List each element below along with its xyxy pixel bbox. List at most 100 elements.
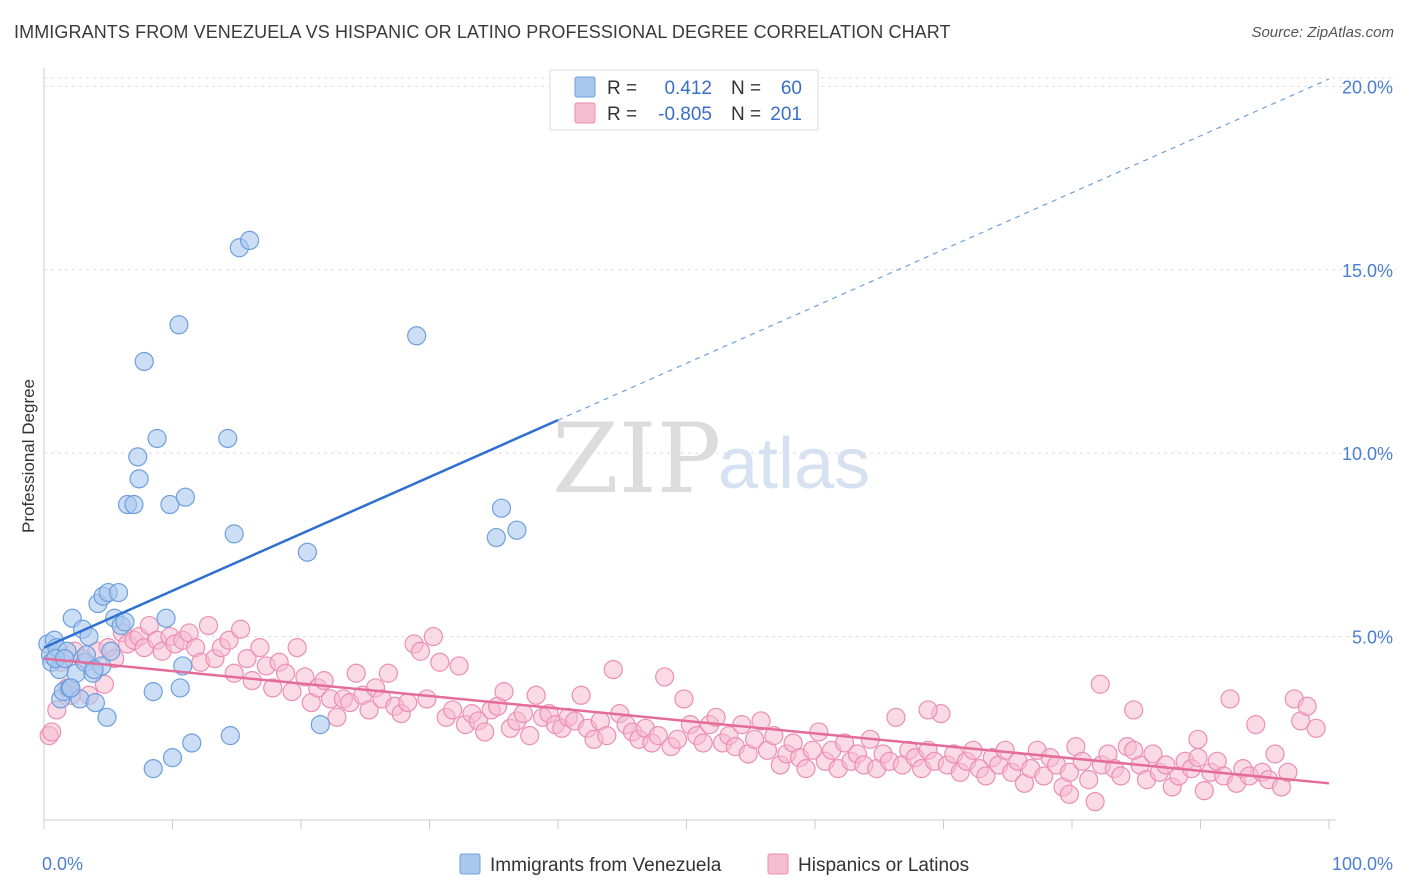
pink-point <box>802 740 823 760</box>
bottom-legend-blue-label: Immigrants from Venezuela <box>490 855 722 876</box>
y-axis-label: Professional Degree <box>19 379 38 533</box>
pink-point <box>655 667 675 687</box>
pink-point <box>1220 689 1240 709</box>
y-tick-label: 15.0% <box>1342 261 1393 281</box>
pink-point <box>359 700 379 720</box>
pink-point <box>1111 766 1131 786</box>
blue-point <box>143 759 163 779</box>
pink-point <box>834 733 855 753</box>
y-tick-label: 10.0% <box>1342 444 1393 464</box>
pink-point <box>282 682 302 702</box>
pink-point <box>224 663 244 683</box>
pink-point <box>1306 718 1326 738</box>
blue-trend-line <box>43 419 559 649</box>
y-tick-labels: 5.0% 10.0% 15.0% 20.0% <box>1342 77 1393 647</box>
pink-point <box>231 619 251 639</box>
y-tick-label: 5.0% <box>1352 628 1393 648</box>
blue-point <box>169 315 189 335</box>
blue-point <box>101 641 121 661</box>
pink-point <box>667 729 688 749</box>
pink-point <box>513 704 533 724</box>
pink-point <box>237 648 257 669</box>
pink-point <box>1085 792 1105 812</box>
pink-point <box>603 659 623 680</box>
pink-point <box>571 685 591 705</box>
pink-point <box>1194 781 1214 801</box>
pink-point <box>250 637 270 658</box>
pink-point <box>796 759 816 779</box>
chart-title: IMMIGRANTS FROM VENEZUELA VS HISPANIC OR… <box>14 22 951 42</box>
blue-point <box>143 682 163 702</box>
gridlines <box>44 77 1396 638</box>
pink-point <box>1072 751 1092 771</box>
pink-point <box>443 700 463 720</box>
pink-point <box>410 641 431 661</box>
pink-point <box>693 733 713 753</box>
trend-lines <box>43 78 1330 785</box>
pink-point <box>198 615 219 636</box>
legend-pink-r-label: R = <box>607 104 637 125</box>
pink-point <box>526 685 546 705</box>
blue-point <box>129 469 149 489</box>
pink-point <box>475 722 495 742</box>
bottom-legend-pink-label: Hispanics or Latinos <box>798 855 969 876</box>
watermark-atlas: atlas <box>718 424 870 504</box>
pink-point <box>423 626 443 647</box>
pink-point <box>1090 674 1110 694</box>
pink-point <box>449 656 469 676</box>
pink-point <box>42 722 62 742</box>
pink-series-points <box>39 615 1326 812</box>
blue-point <box>160 494 180 515</box>
blue-point <box>156 608 176 628</box>
legend-swatch-pink <box>574 102 596 124</box>
pink-point <box>1297 696 1317 716</box>
blue-point <box>240 230 260 251</box>
pink-point <box>976 766 996 786</box>
legend-blue-n-label: N = <box>731 78 761 99</box>
pink-point <box>706 707 726 727</box>
legend-blue-r-label: R = <box>607 78 637 99</box>
blue-point <box>224 524 244 544</box>
pink-point <box>1188 748 1208 768</box>
bottom-legend-swatch-pink <box>767 853 789 875</box>
pink-point <box>1059 784 1080 804</box>
blue-point <box>310 715 330 735</box>
blue-point <box>175 487 195 507</box>
pink-point <box>94 674 114 694</box>
pink-point <box>1124 740 1144 760</box>
pink-point <box>520 726 540 746</box>
x-tick-label-end: 100.0% <box>1332 854 1393 874</box>
pink-point <box>417 689 437 709</box>
bottom-legend: Immigrants from Venezuela Hispanics or L… <box>459 853 969 876</box>
pink-point <box>1079 770 1099 790</box>
pink-point <box>346 663 366 683</box>
pink-point <box>886 707 906 727</box>
blue-point <box>147 428 167 449</box>
pink-point <box>918 700 938 720</box>
blue-point <box>507 520 527 540</box>
bottom-legend-swatch-blue <box>459 853 481 875</box>
blue-point <box>162 748 183 768</box>
blue-point <box>218 428 238 449</box>
pink-trend-line <box>43 657 1330 785</box>
pink-point <box>745 729 765 749</box>
pink-point <box>1034 766 1054 786</box>
pink-point <box>1188 729 1208 749</box>
chart-source: Source: ZipAtlas.com <box>1251 24 1394 41</box>
pink-point <box>275 663 296 683</box>
blue-point <box>491 498 512 518</box>
blue-point <box>220 726 240 746</box>
legend: R = 0.412 N = 60 R = -0.805 N = 201 <box>549 69 819 131</box>
legend-pink-r-value: -0.805 <box>658 104 712 125</box>
blue-series-points <box>38 230 527 779</box>
pink-point <box>494 682 514 702</box>
pink-point <box>378 663 398 683</box>
blue-point <box>134 351 154 372</box>
pink-point <box>327 707 347 727</box>
pink-point <box>751 711 771 731</box>
x-tick-labels: 0.0% 100.0% <box>42 854 1393 874</box>
pink-point <box>219 630 239 650</box>
blue-point <box>85 693 106 713</box>
pink-point <box>648 726 668 746</box>
